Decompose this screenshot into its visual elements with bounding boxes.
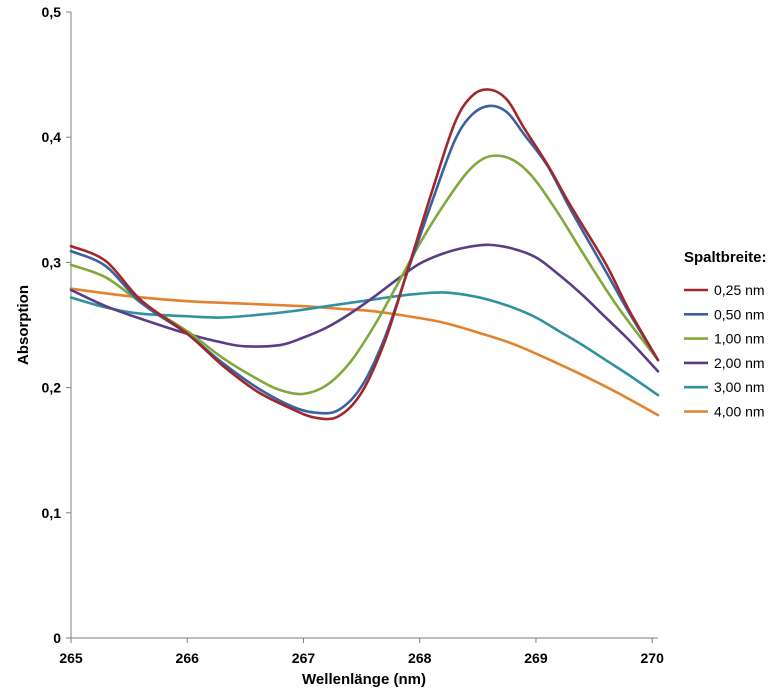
- legend-label: 2,00 nm: [714, 355, 765, 371]
- series-line-4-00-nm: [69, 287, 660, 417]
- x-tick-label: 266: [176, 650, 200, 666]
- y-tick-label: 0,5: [42, 4, 62, 20]
- series-line-0-50-nm: [69, 104, 660, 415]
- legend-label: 1,00 nm: [714, 331, 765, 347]
- legend-label: 4,00 nm: [714, 404, 765, 420]
- x-ticks: 265 266 267 268 269 270: [59, 638, 664, 666]
- x-tick-label: 267: [292, 650, 316, 666]
- series-line-2-00-nm: [69, 243, 660, 373]
- series-line-3-00-nm: [69, 291, 660, 397]
- x-tick-label: 265: [59, 650, 83, 666]
- legend: Spaltbreite: 0,25 nm 0,50 nm 1,00 nm 2,00 n…: [684, 249, 767, 420]
- x-axis-label: Wellenlänge (nm): [302, 671, 426, 688]
- x-tick-label: 270: [641, 650, 665, 666]
- legend-title: Spaltbreite:: [684, 249, 767, 266]
- axes: [70, 12, 658, 639]
- legend-label: 0,50 nm: [714, 306, 765, 322]
- series-line-1-00-nm: [69, 154, 660, 396]
- y-tick-label: 0,1: [42, 505, 62, 521]
- y-tick-label: 0: [53, 630, 61, 646]
- series-line-0-25-nm: [69, 88, 660, 421]
- legend-items: 0,25 nm 0,50 nm 1,00 nm 2,00 nm 3,00 nm 4,00 …: [684, 282, 765, 420]
- y-axis-label: Absorption: [15, 285, 32, 365]
- legend-label: 3,00 nm: [714, 379, 765, 395]
- y-ticks: 0 0,1 0,2 0,3 0,4 0,5: [42, 4, 71, 646]
- y-tick-label: 0,4: [42, 129, 62, 145]
- y-tick-label: 0,2: [42, 380, 62, 396]
- x-tick-label: 269: [524, 650, 548, 666]
- x-tick-label: 268: [408, 650, 432, 666]
- y-tick-label: 0,3: [42, 254, 62, 270]
- legend-label: 0,25 nm: [714, 282, 765, 298]
- series-layer: [69, 88, 660, 421]
